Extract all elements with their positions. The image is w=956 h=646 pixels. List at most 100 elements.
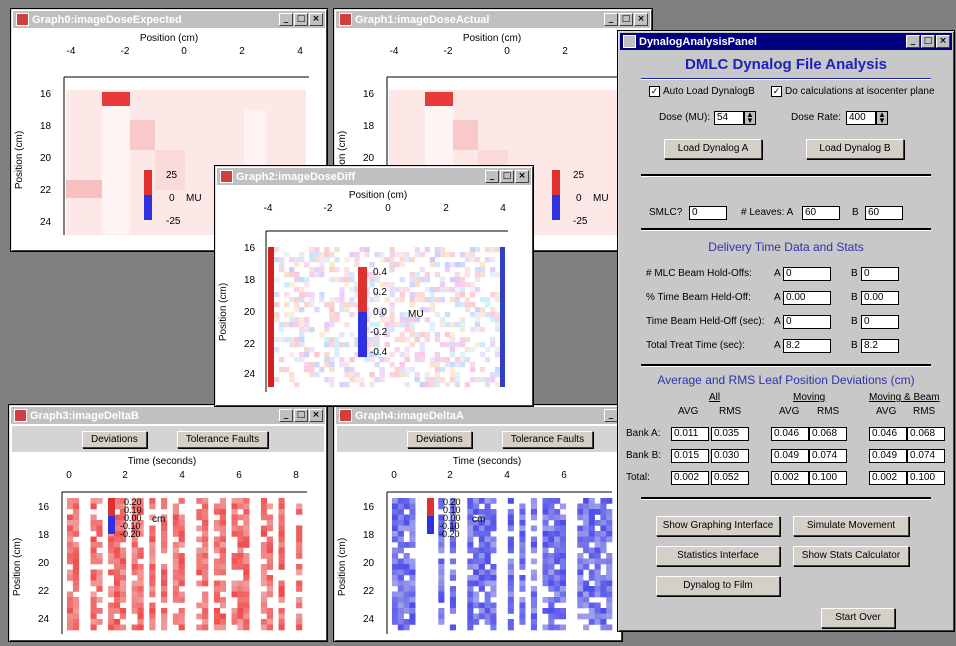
graph3-titlebar[interactable]: Graph3:imageDeltaB _ □ × xyxy=(11,407,325,424)
delivery-b-field[interactable]: 0 xyxy=(861,315,899,329)
heatmap-cell xyxy=(449,525,456,532)
graph2-window[interactable]: Graph2:imageDoseDiff _ □ × Position (cm)… xyxy=(214,165,534,407)
minimize-button[interactable]: _ xyxy=(604,409,618,422)
stats-cell[interactable]: 0.074 xyxy=(907,449,945,463)
dose-rate-stepper-icon[interactable]: ▲ ▼ xyxy=(876,111,888,125)
stats-cell[interactable]: 0.049 xyxy=(771,449,809,463)
panel-titlebar[interactable]: DynalogAnalysisPanel _ □ × xyxy=(620,33,952,50)
heatmap-cell xyxy=(414,272,420,278)
graph3-window[interactable]: Graph3:imageDeltaB _ □ × Deviations Tole… xyxy=(8,404,328,642)
stats-cell[interactable]: 0.046 xyxy=(869,427,907,441)
stats-cell[interactable]: 0.052 xyxy=(711,471,749,485)
stats-cell[interactable]: 0.100 xyxy=(809,471,847,485)
minimize-button[interactable]: _ xyxy=(279,13,293,26)
maximize-button[interactable]: □ xyxy=(500,170,514,183)
heatmap-cell xyxy=(394,262,400,268)
close-button[interactable]: × xyxy=(936,35,950,48)
dose-mu-stepper-icon[interactable]: ▲ ▼ xyxy=(744,111,756,125)
heatmap-cell xyxy=(519,586,526,592)
simulate-movement-button[interactable]: Simulate Movement xyxy=(793,516,909,536)
graph1-titlebar[interactable]: Graph1:imageDoseActual _ □ × xyxy=(336,11,650,28)
delivery-b-field[interactable]: 0 xyxy=(861,267,899,281)
heatmap-cell xyxy=(296,597,303,603)
deviations-button[interactable]: Deviations xyxy=(407,430,472,448)
stats-cell[interactable]: 0.035 xyxy=(711,427,749,441)
stats-cell[interactable]: 0.002 xyxy=(771,471,809,485)
heatmap-cell xyxy=(243,591,250,598)
tolerance-faults-button[interactable]: Tolerance Faults xyxy=(176,430,269,448)
show-graphing-interface-button[interactable]: Show Graphing Interface xyxy=(656,516,780,536)
heatmap-cell xyxy=(403,503,410,510)
auto-load-checkbox[interactable]: ✓ Auto Load DynalogB xyxy=(649,86,755,97)
minimize-button[interactable]: _ xyxy=(604,13,618,26)
close-button[interactable]: × xyxy=(309,409,323,422)
stats-cell[interactable]: 0.068 xyxy=(809,427,847,441)
minimize-button[interactable]: _ xyxy=(906,35,920,48)
heatmap-cell xyxy=(600,580,607,587)
x-tick-label: 2 xyxy=(443,203,449,214)
heatmap-cell xyxy=(278,509,285,515)
checkbox-checked-icon[interactable]: ✓ xyxy=(771,86,782,97)
heatmap-cell xyxy=(119,498,127,504)
tolerance-faults-button[interactable]: Tolerance Faults xyxy=(501,430,594,448)
stats-cell[interactable]: 0.100 xyxy=(907,471,945,485)
delivery-a-field[interactable]: 0 xyxy=(783,267,831,281)
heatmap-cell xyxy=(202,575,209,581)
leaves-a-field[interactable]: 60 xyxy=(802,206,840,220)
maximize-button[interactable]: □ xyxy=(294,409,308,422)
leaves-b-field[interactable]: 60 xyxy=(865,206,903,220)
dose-rate-field[interactable]: 400 xyxy=(846,111,876,125)
maximize-button[interactable]: □ xyxy=(294,13,308,26)
stats-cell[interactable]: 0.030 xyxy=(711,449,749,463)
minimize-button[interactable]: _ xyxy=(485,170,499,183)
graph2-titlebar[interactable]: Graph2:imageDoseDiff _ □ × xyxy=(217,168,531,185)
load-dynalog-b-button[interactable]: Load Dynalog B xyxy=(806,139,904,159)
isocenter-checkbox[interactable]: ✓ Do calculations at isocenter plane xyxy=(771,86,935,97)
minimize-button[interactable]: _ xyxy=(279,409,293,422)
stats-cell[interactable]: 0.049 xyxy=(869,449,907,463)
stats-cell[interactable]: 0.011 xyxy=(671,427,709,441)
heatmap-cell xyxy=(490,624,497,631)
smlc-field[interactable]: 0 xyxy=(689,206,727,220)
delivery-a-field[interactable]: 0.00 xyxy=(783,291,831,305)
close-button[interactable]: × xyxy=(515,170,529,183)
graph4-titlebar[interactable]: Graph4:imageDeltaA _ xyxy=(336,407,620,424)
delivery-b-field[interactable]: 0.00 xyxy=(861,291,899,305)
dynalog-analysis-panel[interactable]: DynalogAnalysisPanel _ □ × DMLC Dynalog … xyxy=(617,30,955,632)
heatmap-cell xyxy=(594,580,601,587)
heatmap-cell xyxy=(484,520,491,526)
heatmap-cell xyxy=(289,282,295,288)
stats-cell[interactable]: 0.046 xyxy=(771,427,809,441)
heatmap-cell xyxy=(137,520,144,526)
heatmap-cell xyxy=(424,337,430,343)
show-stats-calculator-button[interactable]: Show Stats Calculator xyxy=(793,546,909,566)
heatmap-cell xyxy=(149,531,156,537)
graph4-window[interactable]: Graph4:imageDeltaA _ Deviations Toleranc… xyxy=(333,404,623,642)
heatmap-cell xyxy=(397,619,404,625)
graph0-titlebar[interactable]: Graph0:imageDoseExpected _ □ × xyxy=(13,11,325,28)
stats-cell[interactable]: 0.015 xyxy=(671,449,709,463)
statistics-interface-button[interactable]: Statistics Interface xyxy=(656,546,780,566)
delivery-a-field[interactable]: 0 xyxy=(783,315,831,329)
heatmap-cell xyxy=(434,247,440,253)
maximize-button[interactable]: □ xyxy=(921,35,935,48)
dynalog-to-film-button[interactable]: Dynalog to Film xyxy=(656,576,780,596)
close-button[interactable]: × xyxy=(309,13,323,26)
graph0-window[interactable]: Graph0:imageDoseExpected _ □ × Position … xyxy=(10,8,328,252)
stats-cell[interactable]: 0.002 xyxy=(671,471,709,485)
stats-cell[interactable]: 0.068 xyxy=(907,427,945,441)
close-button[interactable]: × xyxy=(634,13,648,26)
heatmap-cell xyxy=(178,553,185,559)
heatmap-cell xyxy=(149,580,156,587)
stats-cell[interactable]: 0.074 xyxy=(809,449,847,463)
delivery-b-field[interactable]: 8.2 xyxy=(861,339,899,353)
checkbox-checked-icon[interactable]: ✓ xyxy=(649,86,660,97)
stats-cell[interactable]: 0.002 xyxy=(869,471,907,485)
load-dynalog-a-button[interactable]: Load Dynalog A xyxy=(664,139,762,159)
dose-mu-field[interactable]: 54 xyxy=(714,111,744,125)
delivery-a-field[interactable]: 8.2 xyxy=(783,339,831,353)
start-over-button[interactable]: Start Over xyxy=(821,608,895,628)
maximize-button[interactable]: □ xyxy=(619,13,633,26)
deviations-button[interactable]: Deviations xyxy=(82,430,147,448)
heatmap-cell xyxy=(178,608,185,614)
